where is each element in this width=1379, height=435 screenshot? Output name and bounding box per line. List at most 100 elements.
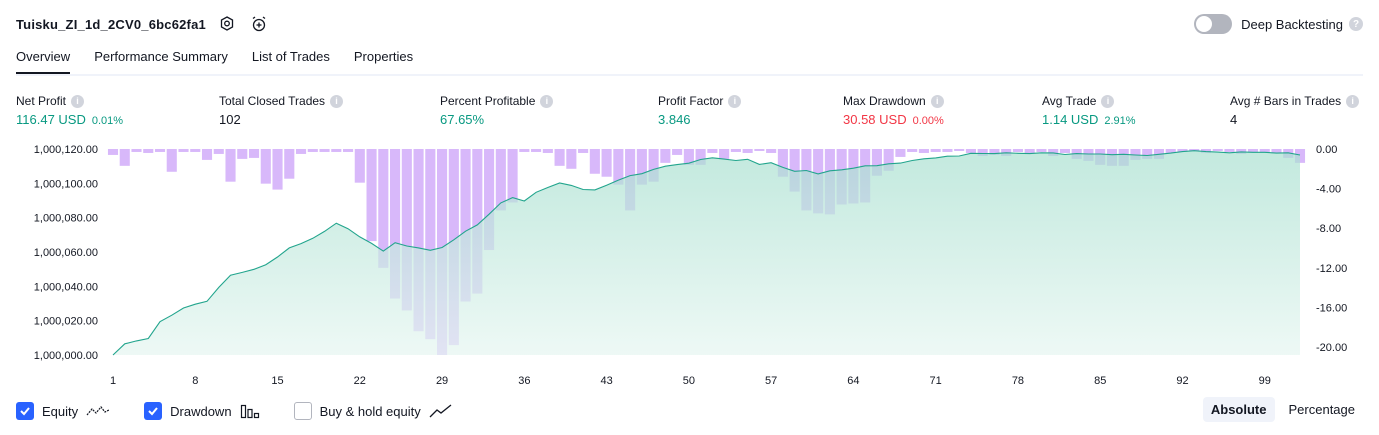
drawdown-bar <box>507 149 518 203</box>
info-icon[interactable]: i <box>540 94 554 108</box>
drawdown-bar <box>930 149 941 152</box>
metric-avg-bars: Avg # Bars in Trades i 4 <box>1230 92 1360 130</box>
left-axis-tick: 1,000,000.00 <box>34 350 98 362</box>
right-axis-tick: -20.00 <box>1316 342 1347 354</box>
drawdown-bar <box>119 149 130 166</box>
metric-label: Profit Factor <box>658 94 724 108</box>
x-axis-tick: 64 <box>847 375 859 387</box>
drawdown-bar <box>225 149 236 182</box>
drawdown-bar <box>390 149 401 299</box>
drawdown-bar <box>319 149 330 152</box>
drawdown-bar <box>401 149 412 311</box>
settings-icon[interactable] <box>216 13 238 35</box>
tab-properties[interactable]: Properties <box>353 49 414 64</box>
left-axis-tick: 1,000,120.00 <box>34 144 98 156</box>
x-axis-tick: 99 <box>1259 375 1271 387</box>
drawdown-bar <box>213 149 224 154</box>
drawdown-bar <box>1024 149 1035 153</box>
metric-max-drawdown: Max Drawdown i 30.58 USD 0.00% <box>843 92 944 130</box>
x-axis-tick: 50 <box>683 375 695 387</box>
deep-backtesting-label: Deep Backtesting <box>1241 16 1343 32</box>
equity-checkbox[interactable] <box>16 402 34 420</box>
drawdown-bar <box>977 149 988 156</box>
buy-hold-checkbox[interactable] <box>293 402 312 420</box>
right-axis-tick: -4.00 <box>1316 184 1341 196</box>
drawdown-bar <box>1189 149 1200 151</box>
right-axis-tick: 0.00 <box>1316 144 1337 156</box>
metric-percent: 0.01% <box>91 115 124 127</box>
right-axis-tick: -12.00 <box>1316 263 1347 275</box>
drawdown-bar <box>766 149 777 153</box>
left-axis-tick: 1,000,080.00 <box>34 213 98 225</box>
legend-buy-hold: Buy & hold equity <box>293 402 453 420</box>
metric-value: 4 <box>1230 112 1238 127</box>
info-icon[interactable]: i <box>930 94 944 108</box>
drawdown-bar <box>707 149 718 153</box>
drawdown-bar <box>484 149 495 251</box>
info-icon[interactable]: i <box>1101 94 1115 108</box>
left-axis-tick: 1,000,020.00 <box>34 316 98 328</box>
drawdown-bar <box>883 149 894 171</box>
tab-performance-summary[interactable]: Performance Summary <box>94 49 228 64</box>
chart-legend: Equity Drawdown Buy & hold equity <box>16 400 487 422</box>
drawdown-bar <box>495 149 506 211</box>
metric-label: Total Closed Trades <box>219 94 326 108</box>
x-axis-tick: 15 <box>271 375 283 387</box>
percentage-button[interactable]: Percentage <box>1288 402 1356 417</box>
metric-net-profit: Net Profit i 116.47 USD 0.01% <box>16 92 123 130</box>
drawdown-checkbox[interactable] <box>144 402 163 420</box>
drawdown-bar <box>742 149 753 153</box>
drawdown-label: Drawdown <box>170 403 232 419</box>
buy-hold-label: Buy & hold equity <box>319 403 421 419</box>
deep-backtesting-toggle[interactable] <box>1194 14 1233 34</box>
help-icon[interactable]: ? <box>1349 17 1363 31</box>
drawdown-bar <box>342 149 354 152</box>
drawdown-bar <box>589 149 600 174</box>
metric-value: 3.846 <box>658 112 691 127</box>
x-axis-tick: 1 <box>110 375 116 387</box>
drawdown-bar <box>378 149 389 268</box>
x-axis-tick: 78 <box>1012 375 1024 387</box>
drawdown-bar <box>1165 149 1176 153</box>
add-alert-icon[interactable] <box>248 13 270 35</box>
right-axis-tick: -8.00 <box>1316 223 1341 235</box>
drawdown-bar <box>413 149 424 332</box>
left-axis-tick: 1,000,040.00 <box>34 281 98 293</box>
info-icon[interactable]: i <box>728 94 742 108</box>
metric-profit-factor: Profit Factor i 3.846 <box>658 92 742 130</box>
deep-backtesting: Deep Backtesting ? <box>1194 12 1363 36</box>
drawdown-bar <box>107 149 119 155</box>
drawdown-bar <box>166 149 177 172</box>
drawdown-bar <box>871 149 882 176</box>
drawdown-bar <box>754 149 765 151</box>
drawdown-bar <box>613 149 624 185</box>
drawdown-bar <box>907 149 918 152</box>
x-axis-tick: 36 <box>518 375 530 387</box>
buy-hold-line-icon <box>429 403 453 419</box>
x-axis-tick: 8 <box>192 375 198 387</box>
tab-list-of-trades[interactable]: List of Trades <box>251 49 330 64</box>
absolute-button[interactable]: Absolute <box>1202 397 1275 422</box>
info-icon[interactable]: i <box>71 94 85 108</box>
info-icon[interactable]: i <box>1346 94 1360 108</box>
drawdown-bar <box>942 149 953 152</box>
drawdown-bar <box>354 149 365 183</box>
tab-overview[interactable]: Overview <box>16 46 71 74</box>
drawdown-bar <box>1200 149 1212 153</box>
drawdown-bar <box>566 149 577 169</box>
drawdown-bar <box>201 149 213 160</box>
x-axis-tick: 43 <box>600 375 612 387</box>
drawdown-bar <box>965 149 976 153</box>
info-icon[interactable]: i <box>330 94 344 108</box>
metric-total-closed-trades: Total Closed Trades i 102 <box>219 92 344 130</box>
x-axis-tick: 85 <box>1094 375 1106 387</box>
drawdown-bar <box>1259 149 1270 152</box>
strategy-title: Tuisku_ZI_1d_2CV0_6bc62fa1 <box>16 16 206 32</box>
legend-drawdown: Drawdown <box>144 402 259 420</box>
drawdown-bar <box>730 149 741 152</box>
drawdown-bar <box>1247 149 1259 152</box>
tab-bar: Overview Performance Summary List of Tra… <box>16 46 1363 76</box>
drawdown-bar <box>154 149 166 152</box>
drawdown-bar <box>260 149 271 184</box>
drawdown-bar <box>190 149 201 152</box>
